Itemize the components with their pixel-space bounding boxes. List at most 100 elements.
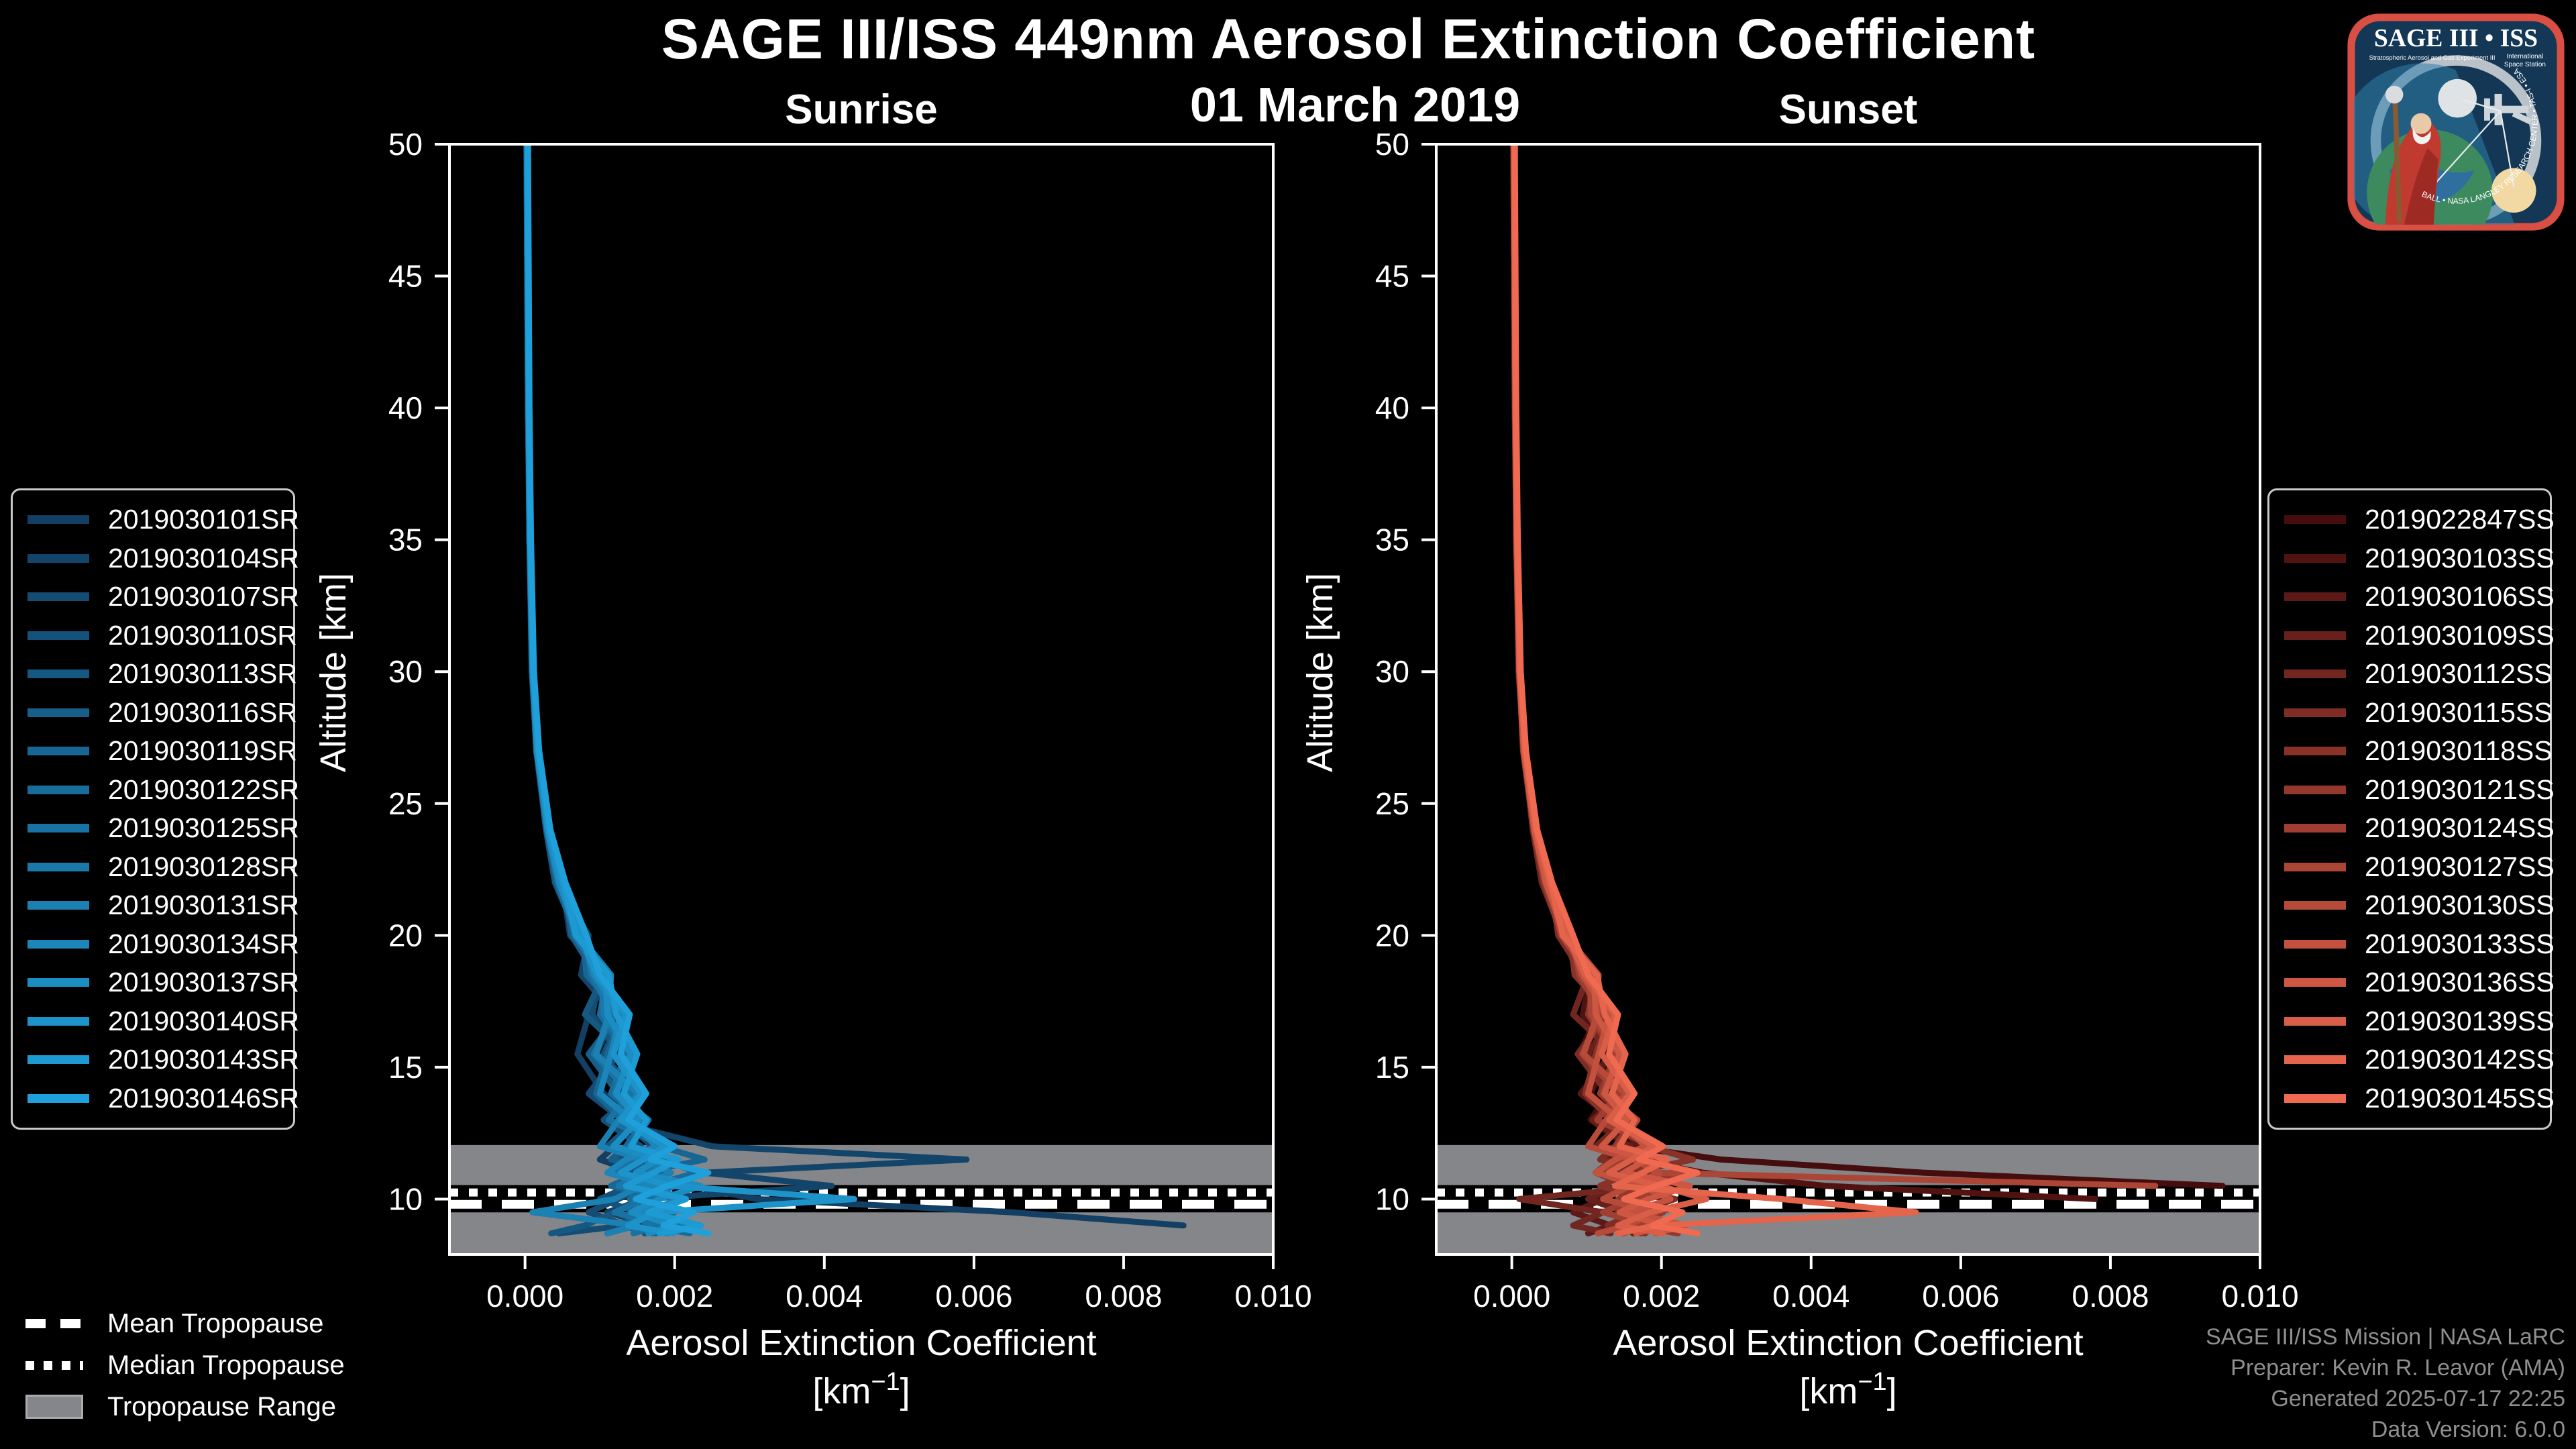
series-color-swatch bbox=[2284, 939, 2346, 949]
legend-item-2019030143SR: 2019030143SR bbox=[13, 1044, 299, 1075]
legend-item-2019030130SS: 2019030130SS bbox=[2269, 890, 2555, 921]
sage-iii-iss-mission-patch: SAGE III • ISS Stratospheric Aerosol and… bbox=[2345, 11, 2567, 233]
tropopause-range-swatch bbox=[25, 1395, 83, 1419]
legend-item-2019030118SS: 2019030118SS bbox=[2269, 735, 2553, 767]
series-label: 2019030115SS bbox=[2365, 696, 2553, 728]
legend-item-2019030140SR: 2019030140SR bbox=[13, 1006, 299, 1037]
panel-title-sunrise: Sunrise bbox=[785, 87, 938, 133]
series-label: 2019030101SR bbox=[108, 504, 299, 535]
series-color-swatch bbox=[2284, 553, 2346, 563]
y-tick-label: 50 bbox=[1375, 127, 1409, 162]
legend-item-2019030104SR: 2019030104SR bbox=[13, 543, 299, 574]
series-color-swatch bbox=[28, 901, 89, 910]
y-tick-label: 25 bbox=[1375, 786, 1409, 821]
series-label: 2019030140SR bbox=[108, 1005, 299, 1036]
x-tick-label: 0.000 bbox=[1473, 1279, 1550, 1313]
legend-item-2019030133SS: 2019030133SS bbox=[2269, 928, 2555, 960]
series-label: 2019030134SR bbox=[108, 928, 299, 959]
series-color-swatch bbox=[2284, 515, 2346, 525]
legend-sunset-events: 2019022847SS 2019030103SS 2019030106SS 2019… bbox=[2267, 488, 2555, 1130]
legend-item-2019030136SS: 2019030136SS bbox=[2269, 967, 2555, 998]
legend-item-2019030122SR: 2019030122SR bbox=[13, 774, 299, 806]
legend-item-2019030107SR: 2019030107SR bbox=[13, 581, 299, 612]
legend-item-2019030125SR: 2019030125SR bbox=[13, 812, 299, 844]
series-label: 2019030128SR bbox=[108, 851, 299, 882]
legend-item-2019030106SS: 2019030106SS bbox=[2269, 581, 2555, 612]
series-color-swatch bbox=[28, 669, 89, 679]
y-tick-label: 20 bbox=[388, 918, 423, 953]
footer-line: SAGE III/ISS Mission | NASA LaRC bbox=[2205, 1324, 2565, 1350]
x-tick-label: 0.008 bbox=[1085, 1279, 1162, 1313]
footer-line: Preparer: Kevin R. Leavor (AMA) bbox=[2231, 1355, 2565, 1381]
series-label: 2019030119SR bbox=[108, 735, 297, 767]
patch-subtitle-right1: International bbox=[2507, 53, 2544, 60]
y-tick-label: 45 bbox=[388, 259, 423, 294]
series-label: 2019030146SR bbox=[108, 1082, 299, 1114]
series-color-swatch bbox=[2284, 631, 2346, 640]
x-axis-label: Aerosol Extinction Coefficient bbox=[1613, 1323, 2083, 1363]
profile-2019030109SS bbox=[1510, 144, 1659, 1237]
legend-item-2019030137SR: 2019030137SR bbox=[13, 967, 299, 998]
legend-item-2019030115SS: 2019030115SS bbox=[2269, 696, 2553, 729]
y-tick-label: 40 bbox=[388, 390, 423, 425]
series-color-swatch bbox=[2284, 862, 2346, 871]
x-axis-label: Aerosol Extinction Coefficient bbox=[626, 1323, 1096, 1363]
series-color-swatch bbox=[2284, 1055, 2346, 1065]
series-label: 2019030116SR bbox=[108, 696, 297, 728]
x-tick-label: 0.004 bbox=[786, 1279, 863, 1313]
series-label: 2019030142SS bbox=[2365, 1044, 2555, 1075]
legend-item-mean-tropopause: Mean Tropopause bbox=[25, 1309, 345, 1338]
series-color-swatch bbox=[28, 939, 89, 949]
series-label: 2019030125SR bbox=[108, 812, 299, 844]
axes-frame bbox=[1435, 143, 2261, 1256]
legend-item-2019030124SS: 2019030124SS bbox=[2269, 812, 2555, 844]
x-tick-label: 0.002 bbox=[1623, 1279, 1700, 1313]
footer-credits: SAGE III/ISS Mission | NASA LaRC Prepare… bbox=[2206, 1322, 2565, 1445]
series-color-swatch bbox=[28, 824, 89, 833]
panel-title-sunset: Sunset bbox=[1778, 87, 1918, 133]
series-label: 2019030104SR bbox=[108, 542, 299, 574]
legend-item-2019030116SR: 2019030116SR bbox=[13, 697, 297, 729]
series-color-swatch bbox=[28, 1016, 89, 1026]
y-tick-label: 30 bbox=[388, 654, 423, 689]
series-color-swatch bbox=[2284, 592, 2346, 602]
x-tick-label: 0.000 bbox=[486, 1279, 564, 1313]
series-label: 2019030127SS bbox=[2365, 851, 2555, 882]
series-color-swatch bbox=[2284, 785, 2346, 794]
profile-2019030145SS bbox=[1511, 144, 1701, 1237]
profile-2019030104SR bbox=[524, 144, 970, 1237]
x-tick-label: 0.004 bbox=[1772, 1279, 1849, 1313]
x-axis-unit-label: [km−1] bbox=[812, 1368, 910, 1411]
legend-item-2019030119SR: 2019030119SR bbox=[13, 735, 297, 767]
series-label: 2019022847SS bbox=[2365, 504, 2555, 535]
series-color-swatch bbox=[28, 708, 89, 717]
x-tick-label: 0.008 bbox=[2072, 1279, 2149, 1313]
mean-tropopause-dash-swatch bbox=[25, 1319, 83, 1328]
legend-item-2019030139SS: 2019030139SS bbox=[2269, 1006, 2555, 1037]
legend-item-2019030103SS: 2019030103SS bbox=[2269, 543, 2555, 574]
axes-frame bbox=[448, 143, 1275, 1256]
legend-item-2019030113SR: 2019030113SR bbox=[13, 658, 297, 690]
series-label: 2019030136SS bbox=[2365, 967, 2555, 998]
series-label: 2019030106SS bbox=[2365, 581, 2555, 612]
profile-2019030139SS bbox=[1511, 144, 1710, 1237]
legend-item-2019030127SS: 2019030127SS bbox=[2269, 851, 2555, 883]
profile-2019030142SS bbox=[1511, 144, 1919, 1237]
series-color-swatch bbox=[2284, 747, 2346, 756]
y-tick-label: 35 bbox=[1375, 523, 1409, 557]
patch-subtitle-left: Stratospheric Aerosol and Gas Experiment… bbox=[2369, 54, 2496, 61]
x-tick-label: 0.002 bbox=[636, 1279, 713, 1313]
series-label: 2019030107SR bbox=[108, 581, 299, 612]
series-label: 2019030124SS bbox=[2365, 812, 2555, 844]
footer-line: Generated 2025-07-17 22:25 bbox=[2271, 1386, 2565, 1411]
legend-item-2019030145SS: 2019030145SS bbox=[2269, 1083, 2555, 1114]
patch-subtitle-right2: Space Station bbox=[2504, 61, 2546, 68]
series-color-swatch bbox=[28, 592, 89, 602]
median-tropopause-dot-swatch bbox=[25, 1360, 83, 1370]
date-subtitle: 01 March 2019 bbox=[1189, 78, 1521, 132]
legend-item-2019030112SS: 2019030112SS bbox=[2269, 658, 2553, 690]
series-label: 2019030133SS bbox=[2365, 928, 2555, 959]
patch-title: SAGE III • ISS bbox=[2374, 24, 2538, 52]
